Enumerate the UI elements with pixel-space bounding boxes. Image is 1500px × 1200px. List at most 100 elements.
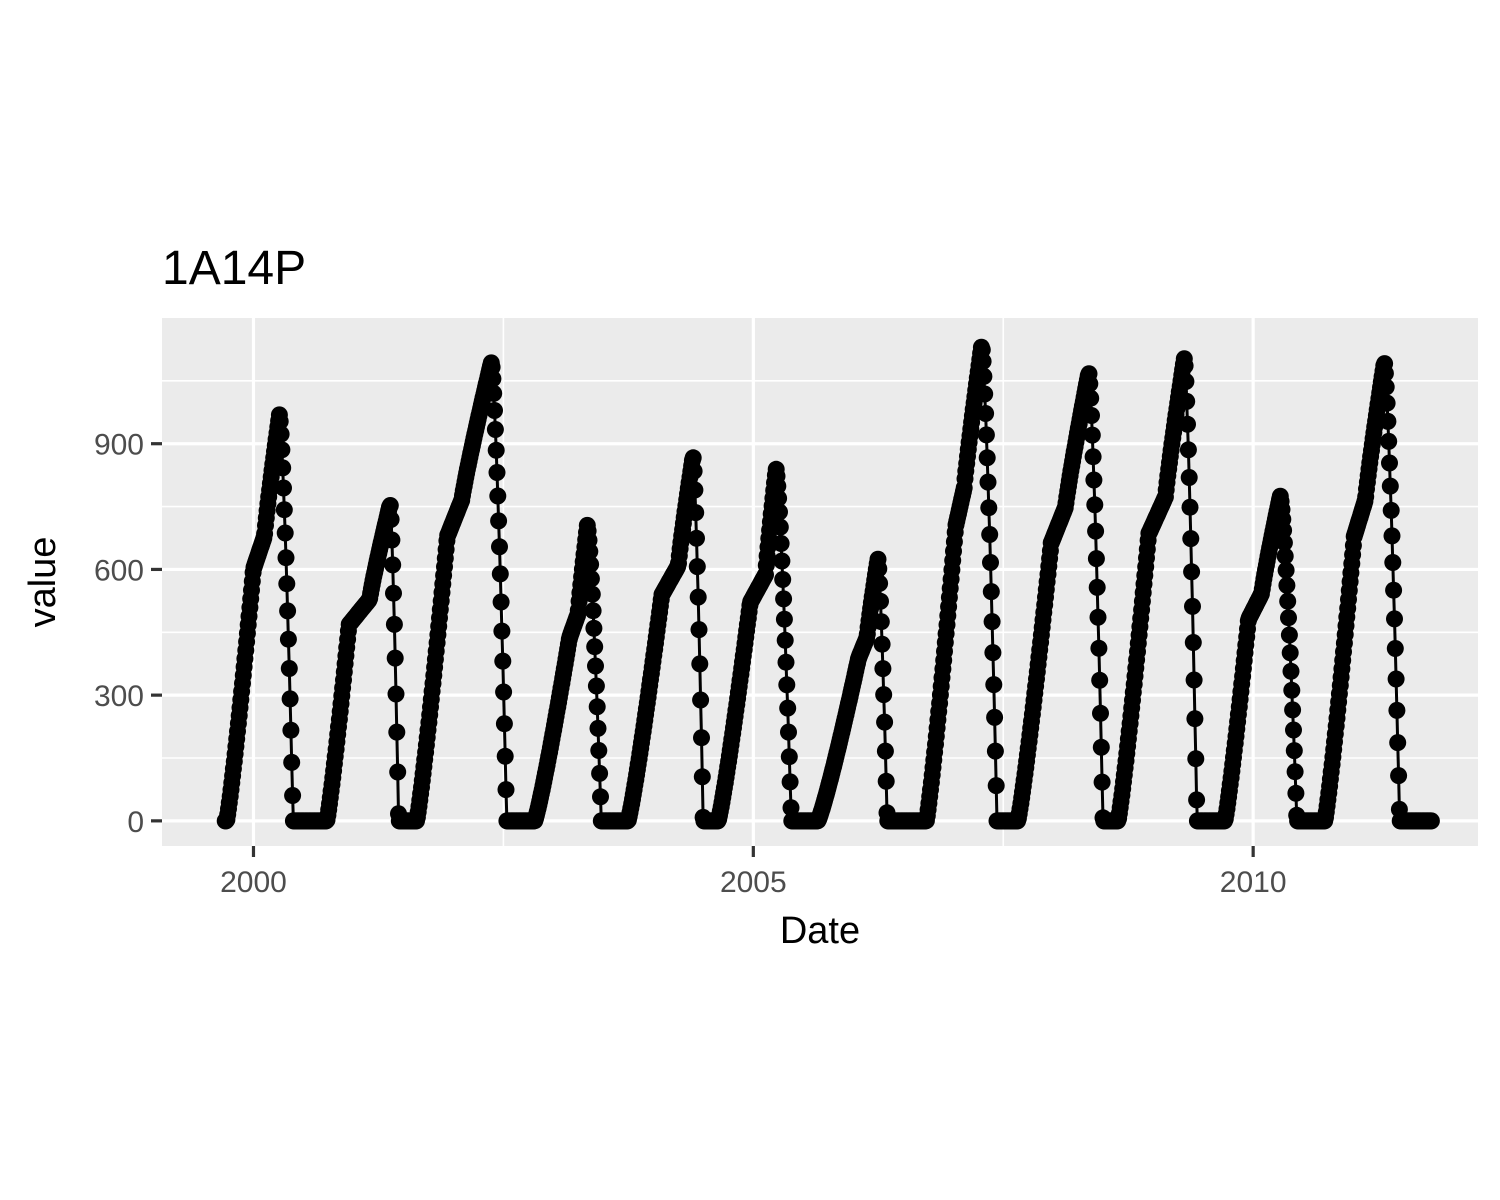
y-tick-label: 300	[94, 680, 144, 713]
data-point	[781, 773, 799, 791]
data-point	[773, 552, 791, 570]
data-point	[1082, 389, 1100, 407]
data-point	[484, 370, 502, 388]
data-point	[588, 698, 606, 716]
y-tick-label: 0	[127, 806, 144, 839]
data-point	[1087, 550, 1105, 568]
data-point	[1285, 721, 1302, 739]
data-point	[1092, 704, 1109, 722]
data-point	[1090, 639, 1108, 657]
data-point	[389, 763, 407, 781]
data-point	[1180, 469, 1198, 486]
data-point	[872, 613, 890, 631]
data-point	[871, 574, 889, 592]
data-point	[693, 768, 711, 786]
data-point	[592, 788, 609, 806]
data-point	[589, 719, 607, 737]
data-point	[1379, 412, 1397, 430]
data-point	[690, 621, 708, 639]
data-point	[692, 691, 710, 709]
data-point	[582, 570, 600, 588]
data-point	[876, 742, 894, 760]
data-point	[277, 549, 295, 567]
data-point	[1083, 407, 1100, 424]
data-point	[1276, 547, 1294, 565]
data-point	[770, 489, 788, 507]
x-tick-label: 2005	[720, 866, 787, 899]
data-point	[1091, 671, 1109, 689]
data-point	[1381, 477, 1399, 495]
data-point	[590, 742, 608, 759]
data-point	[684, 449, 702, 467]
data-point	[688, 529, 705, 547]
data-point	[985, 676, 1003, 694]
data-point	[272, 425, 290, 443]
data-point	[984, 644, 1002, 662]
data-point	[986, 708, 1004, 726]
data-point	[1286, 763, 1304, 781]
data-point	[283, 753, 301, 771]
data-point	[1279, 592, 1297, 610]
x-axis-title: Date	[780, 910, 860, 952]
data-point	[1083, 426, 1101, 444]
data-point	[771, 518, 789, 536]
y-tick-label: 900	[94, 429, 144, 462]
data-point	[876, 713, 894, 731]
data-point	[1422, 812, 1440, 830]
data-point	[585, 619, 603, 637]
data-point	[485, 384, 503, 402]
data-point	[279, 602, 297, 620]
data-point	[1275, 534, 1293, 552]
data-point	[771, 503, 788, 521]
data-point	[591, 764, 609, 782]
data-point	[1084, 448, 1102, 466]
data-point	[874, 660, 892, 678]
data-point	[780, 748, 798, 766]
data-point	[1387, 670, 1405, 688]
data-point	[383, 531, 401, 549]
data-point	[981, 526, 999, 543]
data-point	[495, 683, 513, 701]
data-point	[686, 481, 704, 499]
data-point	[1188, 791, 1206, 809]
data-point	[976, 385, 994, 403]
data-point	[687, 504, 705, 522]
data-point	[983, 613, 1001, 631]
data-point	[1275, 521, 1293, 539]
data-point	[1183, 563, 1201, 581]
data-point	[587, 657, 604, 675]
data-point	[980, 499, 998, 517]
data-point	[1384, 554, 1402, 571]
data-point	[275, 479, 292, 497]
data-point	[1378, 394, 1396, 412]
data-point	[689, 588, 707, 606]
data-point	[1177, 373, 1195, 390]
data-point	[581, 543, 599, 560]
data-point	[497, 781, 515, 799]
data-point	[780, 723, 797, 741]
data-point	[275, 501, 293, 519]
data-point	[872, 592, 889, 610]
data-point	[491, 565, 509, 583]
data-point	[982, 554, 999, 571]
data-point	[279, 630, 297, 648]
data-point	[1386, 640, 1404, 657]
data-point	[979, 473, 997, 491]
data-point	[775, 590, 793, 608]
data-point	[381, 497, 399, 514]
data-point	[273, 441, 291, 459]
data-point	[1187, 750, 1205, 768]
data-point	[388, 723, 406, 741]
data-point	[775, 610, 793, 628]
data-point	[489, 487, 507, 505]
data-point	[986, 742, 1004, 760]
data-point	[1282, 662, 1300, 680]
data-point	[281, 690, 299, 708]
data-point	[1390, 767, 1408, 785]
data-point	[582, 555, 600, 573]
data-point	[491, 538, 508, 556]
data-series	[216, 338, 1440, 830]
data-point	[1381, 454, 1398, 472]
data-point	[693, 729, 710, 747]
